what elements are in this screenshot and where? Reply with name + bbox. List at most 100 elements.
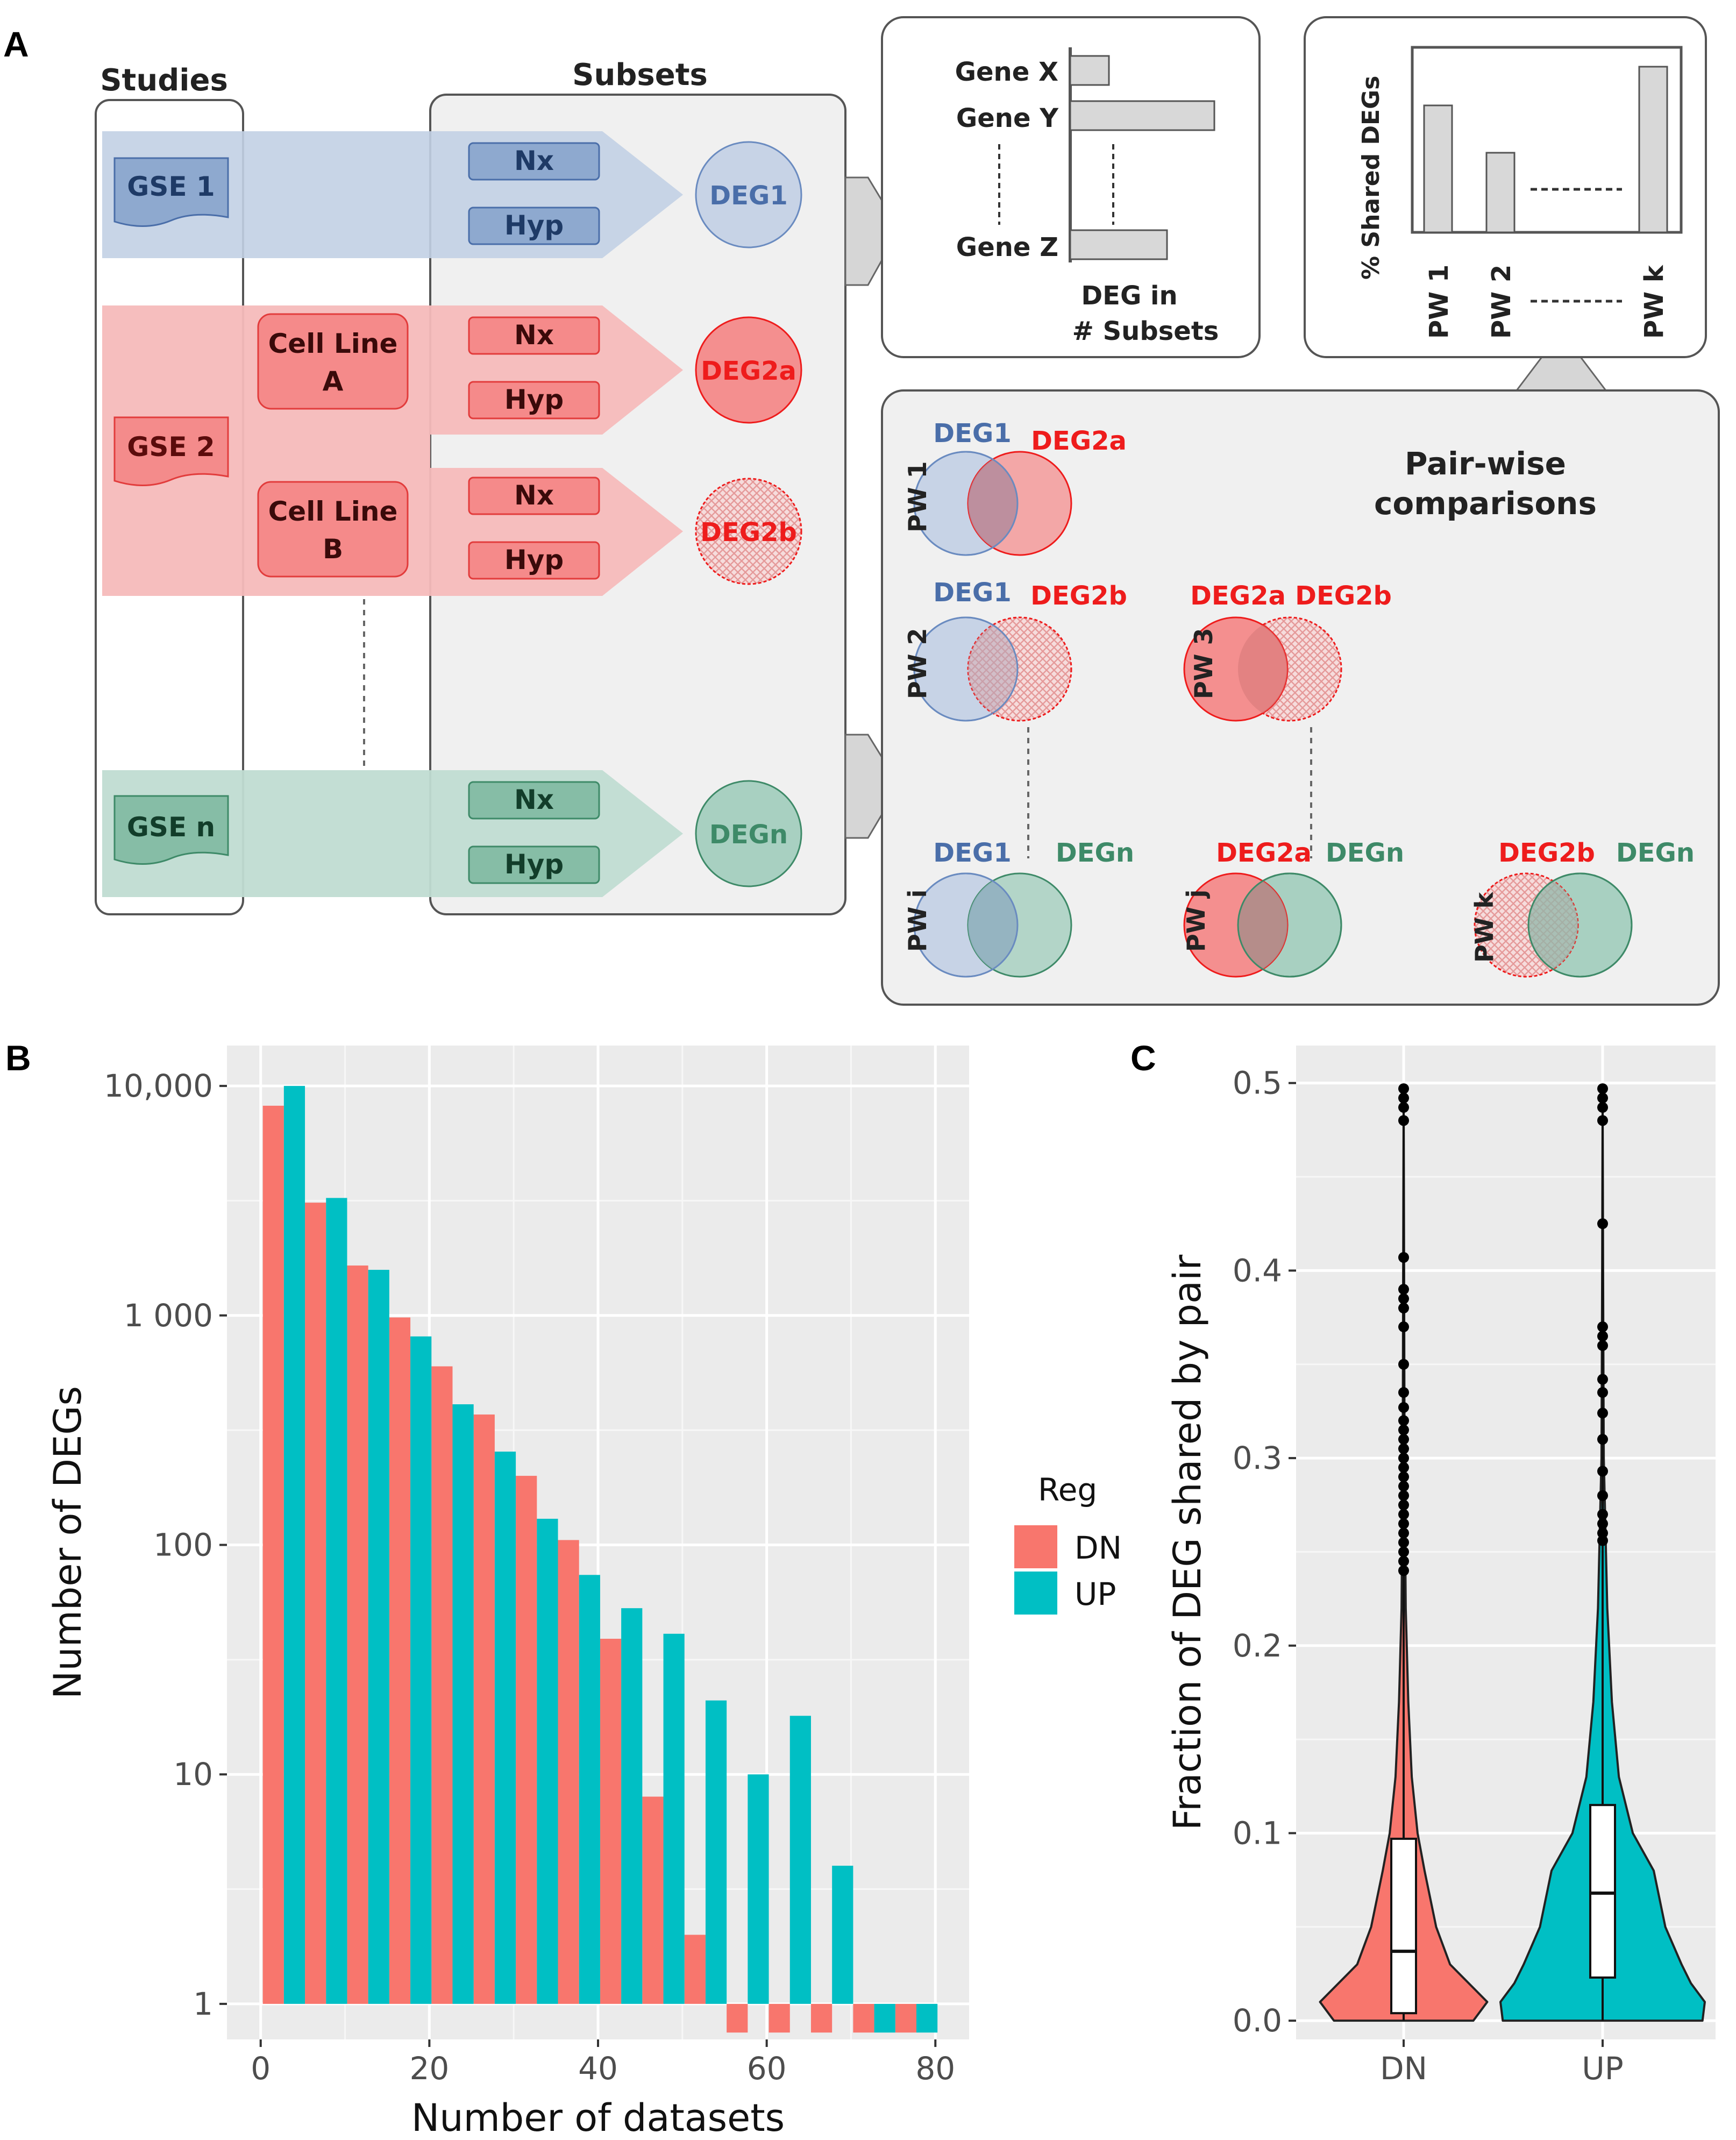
cell-line-a-line2: A: [323, 366, 344, 397]
gse2b-nx-box: [468, 477, 600, 515]
outlier-dn: [1398, 1359, 1409, 1370]
gse2-band: [102, 305, 683, 596]
studies-label: Studies: [100, 63, 228, 98]
bar-dn: [810, 2003, 833, 2033]
gene-count-box: Gene X Gene Y Gene Z DEG in # Subsets: [881, 16, 1261, 358]
outlier-dn: [1398, 1092, 1409, 1104]
y-tick-label: 0.2: [1233, 1627, 1282, 1664]
venn-pwi-left: DEG1: [933, 838, 1011, 868]
gse2-label: GSE 2: [127, 431, 215, 463]
outlier-dn: [1398, 1471, 1409, 1482]
venn-pw2-right: DEG2b: [1030, 581, 1127, 611]
plot-b-axes: 0 20 40 60 80 1 10 100 1 000 10,000: [104, 1068, 955, 2087]
outlier-dn: [1398, 1443, 1409, 1454]
outlier-up: [1597, 1518, 1608, 1530]
gse1-hyp-label: Hyp: [504, 210, 564, 241]
y-tick-label: 0.3: [1233, 1440, 1282, 1476]
shared-plot-frame: [1411, 46, 1683, 234]
gse2a-hyp-box: [468, 381, 600, 420]
outlier-up: [1597, 1527, 1608, 1539]
gene-z-bar: [1069, 229, 1168, 260]
bar-up: [874, 2003, 895, 2033]
bar-up: [832, 1866, 853, 2004]
outlier-dn: [1398, 1434, 1409, 1445]
deg1-label: DEG1: [709, 181, 787, 211]
outlier-dn: [1398, 1252, 1409, 1263]
outlier-dn: [1398, 1115, 1409, 1126]
outlier-dn: [1398, 1527, 1409, 1539]
bar-up: [410, 1336, 432, 2004]
deg2a-label: DEG2a: [701, 356, 796, 386]
y-tick-label: 1: [193, 1986, 213, 2022]
outlier-up: [1597, 1535, 1608, 1546]
y-tick-label: 100: [153, 1527, 213, 1563]
venn-pw3-right: DEG2b: [1295, 581, 1392, 611]
outlier-up: [1597, 1407, 1608, 1419]
bar-up: [537, 1518, 558, 2004]
gene-x-label: Gene X: [955, 57, 1058, 87]
gse1-document: GSE 1: [113, 157, 229, 227]
panel-c-letter: C: [1130, 1038, 1156, 1078]
venn-pw3-left: DEG2a: [1190, 581, 1286, 611]
venn-pwj-tag: PW j: [1182, 890, 1211, 952]
outlier-dn: [1398, 1546, 1409, 1558]
bar-up: [916, 2003, 938, 2033]
outlier-dn: [1398, 1424, 1409, 1435]
bar-up: [494, 1452, 516, 2004]
cell-line-b-line1: Cell Line: [268, 496, 398, 527]
outlier-up: [1597, 1331, 1608, 1342]
outlier-up: [1597, 1490, 1608, 1501]
bar-up: [789, 1716, 811, 2004]
box-up: [1589, 1804, 1616, 1979]
bar-up: [283, 1086, 305, 2004]
outlier-dn: [1398, 1387, 1409, 1398]
pairwise-box: Pair-wise comparisons DEG1 DEG2a PW 1 DE…: [881, 389, 1720, 1006]
cell-line-a-box: Cell Line A: [257, 313, 409, 410]
gene-z-label: Gene Z: [956, 232, 1058, 262]
outlier-dn: [1398, 1537, 1409, 1548]
y-tick-label: 10: [173, 1756, 213, 1793]
outlier-up: [1597, 1083, 1608, 1094]
panel-c-violin-chart: C 0.0 0.1 0.2 0.3 0.4 0.5 DN UP Fraction of DEG…: [1130, 1038, 1716, 2087]
venn-pwk-tag: PW k: [1470, 892, 1499, 963]
outlier-dn: [1398, 1555, 1409, 1567]
bar-dn: [895, 2003, 916, 2033]
outlier-dn: [1398, 1462, 1409, 1473]
venn-pwk-right: DEGn: [1616, 838, 1695, 868]
gse2b-nx-label: Nx: [514, 480, 554, 511]
outlier-dn: [1398, 1402, 1409, 1413]
outlier-up: [1597, 1218, 1608, 1229]
venn-pwj-right: DEGn: [1326, 838, 1404, 868]
outlier-dn: [1398, 1293, 1409, 1304]
outlier-dn: [1398, 1518, 1409, 1530]
gse2a-nx-label: Nx: [514, 319, 554, 351]
gse2-document: GSE 2: [113, 416, 229, 487]
x-tick-label-dn: DN: [1380, 2050, 1427, 2087]
venn-pwk-left: DEG2b: [1498, 838, 1595, 868]
bar-dn: [853, 2003, 874, 2033]
pairwise-title-line2: comparisons: [1374, 485, 1597, 522]
bar-dn: [684, 1935, 706, 2004]
venn-pwi-tag: PW i: [903, 890, 932, 952]
cell-line-b-line2: B: [323, 534, 343, 565]
venn-pw2-left: DEG1: [933, 578, 1011, 608]
shared-pwk-label: PW k: [1639, 265, 1669, 339]
shared-pw1-label: PW 1: [1424, 265, 1454, 339]
deg1-circle: DEG1: [695, 141, 802, 248]
outlier-dn: [1398, 1303, 1409, 1314]
outlier-dn: [1398, 1499, 1409, 1511]
outlier-dn: [1398, 1083, 1409, 1094]
venn-pw3-tag: PW 3: [1189, 628, 1218, 699]
outlier-up: [1597, 1374, 1608, 1385]
x-tick-label: 40: [578, 2050, 618, 2087]
y-tick-label: 0.5: [1233, 1065, 1282, 1101]
outlier-up: [1597, 1434, 1608, 1445]
bar-dn: [431, 1366, 453, 2004]
y-tick-label: 10,000: [104, 1068, 213, 1104]
venn-pw1-left: DEG1: [933, 418, 1011, 449]
panel-a: A Studies Subsets GSE 1 GSE 2 GSE n Cell: [3, 16, 1720, 1006]
degn-label: DEGn: [709, 820, 788, 850]
outlier-up: [1597, 1509, 1608, 1520]
